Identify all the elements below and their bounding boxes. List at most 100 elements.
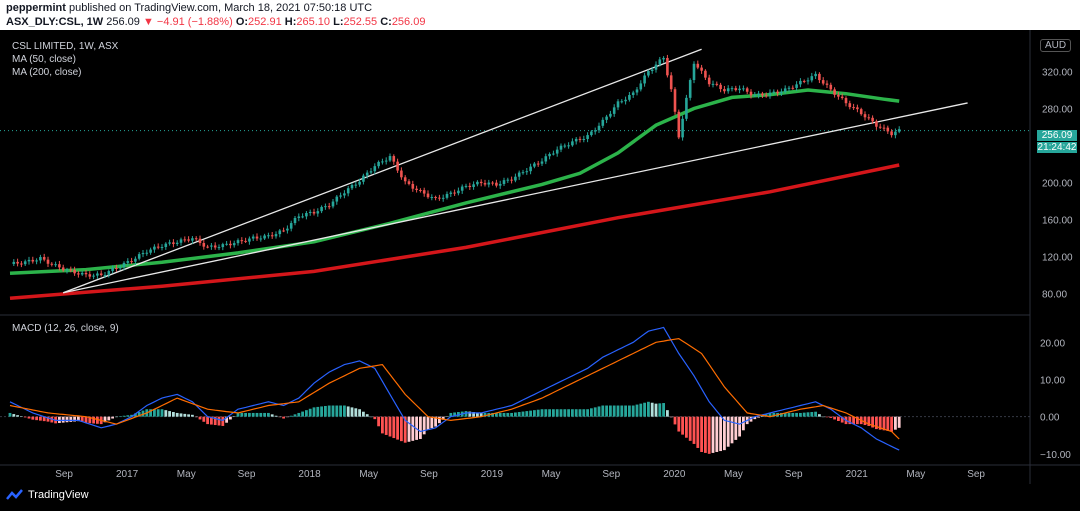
macd-histogram-bar xyxy=(612,405,616,417)
currency-label[interactable]: AUD xyxy=(1040,39,1072,52)
legend-ma50[interactable]: MA (50, close) xyxy=(12,54,76,65)
macd-histogram-bar xyxy=(780,412,783,417)
candle-body xyxy=(487,182,491,185)
macd-histogram-bar xyxy=(555,409,559,417)
macd-histogram-bar xyxy=(787,412,791,417)
macd-histogram-bar xyxy=(373,416,377,420)
candle-body xyxy=(441,197,445,199)
macd-histogram-bar xyxy=(88,416,92,424)
macd-histogram-bar xyxy=(320,406,323,417)
candle-body xyxy=(597,125,601,131)
macd-histogram-bar xyxy=(331,405,335,417)
candle-body xyxy=(867,117,871,119)
tradingview-logo[interactable]: TradingView xyxy=(6,489,89,501)
candle-body xyxy=(198,238,202,244)
footer-brand: TradingView xyxy=(28,489,89,501)
candle-body xyxy=(666,57,669,76)
candle-body xyxy=(802,80,806,82)
candle-body xyxy=(536,163,540,165)
macd-histogram-bar xyxy=(130,414,133,417)
candle-body xyxy=(145,252,149,254)
candle-body xyxy=(232,243,236,246)
macd-histogram-bar xyxy=(160,409,164,417)
chart-svg[interactable]: 80.00120.00160.00200.00240.00280.00320.0… xyxy=(0,30,1080,484)
candle-body xyxy=(749,91,753,96)
candle-body xyxy=(780,91,783,94)
macd-histogram-bar xyxy=(597,406,601,417)
candle-body xyxy=(213,245,217,248)
macd-histogram-bar xyxy=(711,416,715,453)
countdown-badge: 21:24:42 xyxy=(1037,142,1077,153)
macd-histogram-bar xyxy=(118,416,122,417)
candle-body xyxy=(39,257,42,261)
macd-histogram-bar xyxy=(251,412,255,417)
last-price: 256.09 xyxy=(106,16,140,28)
macd-histogram-bar xyxy=(362,411,365,417)
candle-body xyxy=(134,258,137,262)
candle-body xyxy=(240,240,244,242)
macd-histogram-bar xyxy=(753,416,757,420)
candle-body xyxy=(217,247,221,249)
candle-body xyxy=(631,92,635,96)
trendline xyxy=(63,102,968,294)
macd-histogram-bar xyxy=(80,416,84,422)
macd-histogram-bar xyxy=(685,416,688,438)
candle-body xyxy=(548,153,551,157)
macd-histogram-bar xyxy=(358,409,361,417)
macd-histogram-bar xyxy=(768,412,772,417)
candle-body xyxy=(643,75,646,84)
candle-body xyxy=(654,64,658,70)
candle-body xyxy=(878,126,882,128)
publish-line: peppermint published on TradingView.com,… xyxy=(6,2,372,14)
time-tick-label: Sep xyxy=(602,469,620,480)
candle-body xyxy=(316,211,320,214)
macd-histogram-bar xyxy=(312,407,316,417)
publisher-name[interactable]: peppermint xyxy=(6,2,66,14)
signal-line xyxy=(9,337,900,440)
footer xyxy=(0,484,1080,511)
macd-histogram-bar xyxy=(715,416,719,452)
legend-macd[interactable]: MACD (12, 26, close, 9) xyxy=(12,323,119,334)
macd-histogram-bar xyxy=(65,416,69,423)
candle-body xyxy=(533,163,536,167)
time-tick-label: 2018 xyxy=(298,469,321,480)
symbol-line: ASX_DLY:CSL, 1W 256.09 ▼ −4.91 (−1.88%) … xyxy=(6,16,425,28)
candle-body xyxy=(453,192,456,194)
macd-histogram-bar xyxy=(669,416,673,418)
macd-histogram-bar xyxy=(84,416,88,423)
macd-histogram-bar xyxy=(198,416,202,420)
macd-histogram-bar xyxy=(878,416,882,430)
candle-body xyxy=(335,196,339,202)
macd-histogram-bar xyxy=(202,416,206,422)
candle-body xyxy=(711,83,715,85)
candle-body xyxy=(472,184,475,187)
candle-body xyxy=(346,188,350,194)
candle-body xyxy=(726,88,730,92)
candle-body xyxy=(61,267,65,271)
candle-body xyxy=(286,228,289,231)
macd-histogram-bar xyxy=(267,412,270,417)
legend-ma200[interactable]: MA (200, close) xyxy=(12,67,82,78)
candle-body xyxy=(183,239,187,241)
macd-histogram-bar xyxy=(791,412,795,417)
macd-histogram-bar xyxy=(137,412,141,417)
macd-histogram-bar xyxy=(897,416,901,428)
candle-body xyxy=(768,92,772,96)
candle-body xyxy=(514,176,517,181)
macd-histogram-bar xyxy=(772,412,776,417)
tradingview-icon xyxy=(6,489,23,500)
chart-area[interactable]: 80.00120.00160.00200.00240.00280.00320.0… xyxy=(0,30,1080,484)
macd-histogram-bar xyxy=(894,416,897,430)
candle-body xyxy=(31,259,35,262)
macd-histogram-bar xyxy=(871,416,874,428)
price-tick-label: 320.00 xyxy=(1042,67,1073,78)
candle-body xyxy=(814,73,817,77)
macd-histogram-bar xyxy=(217,416,221,426)
macd-histogram-bar xyxy=(388,416,392,437)
candle-body xyxy=(502,180,506,184)
candle-body xyxy=(301,216,304,218)
macd-histogram-bar xyxy=(639,403,643,417)
candle-body xyxy=(783,88,787,92)
candle-body xyxy=(160,246,164,248)
candle-body xyxy=(791,87,795,89)
